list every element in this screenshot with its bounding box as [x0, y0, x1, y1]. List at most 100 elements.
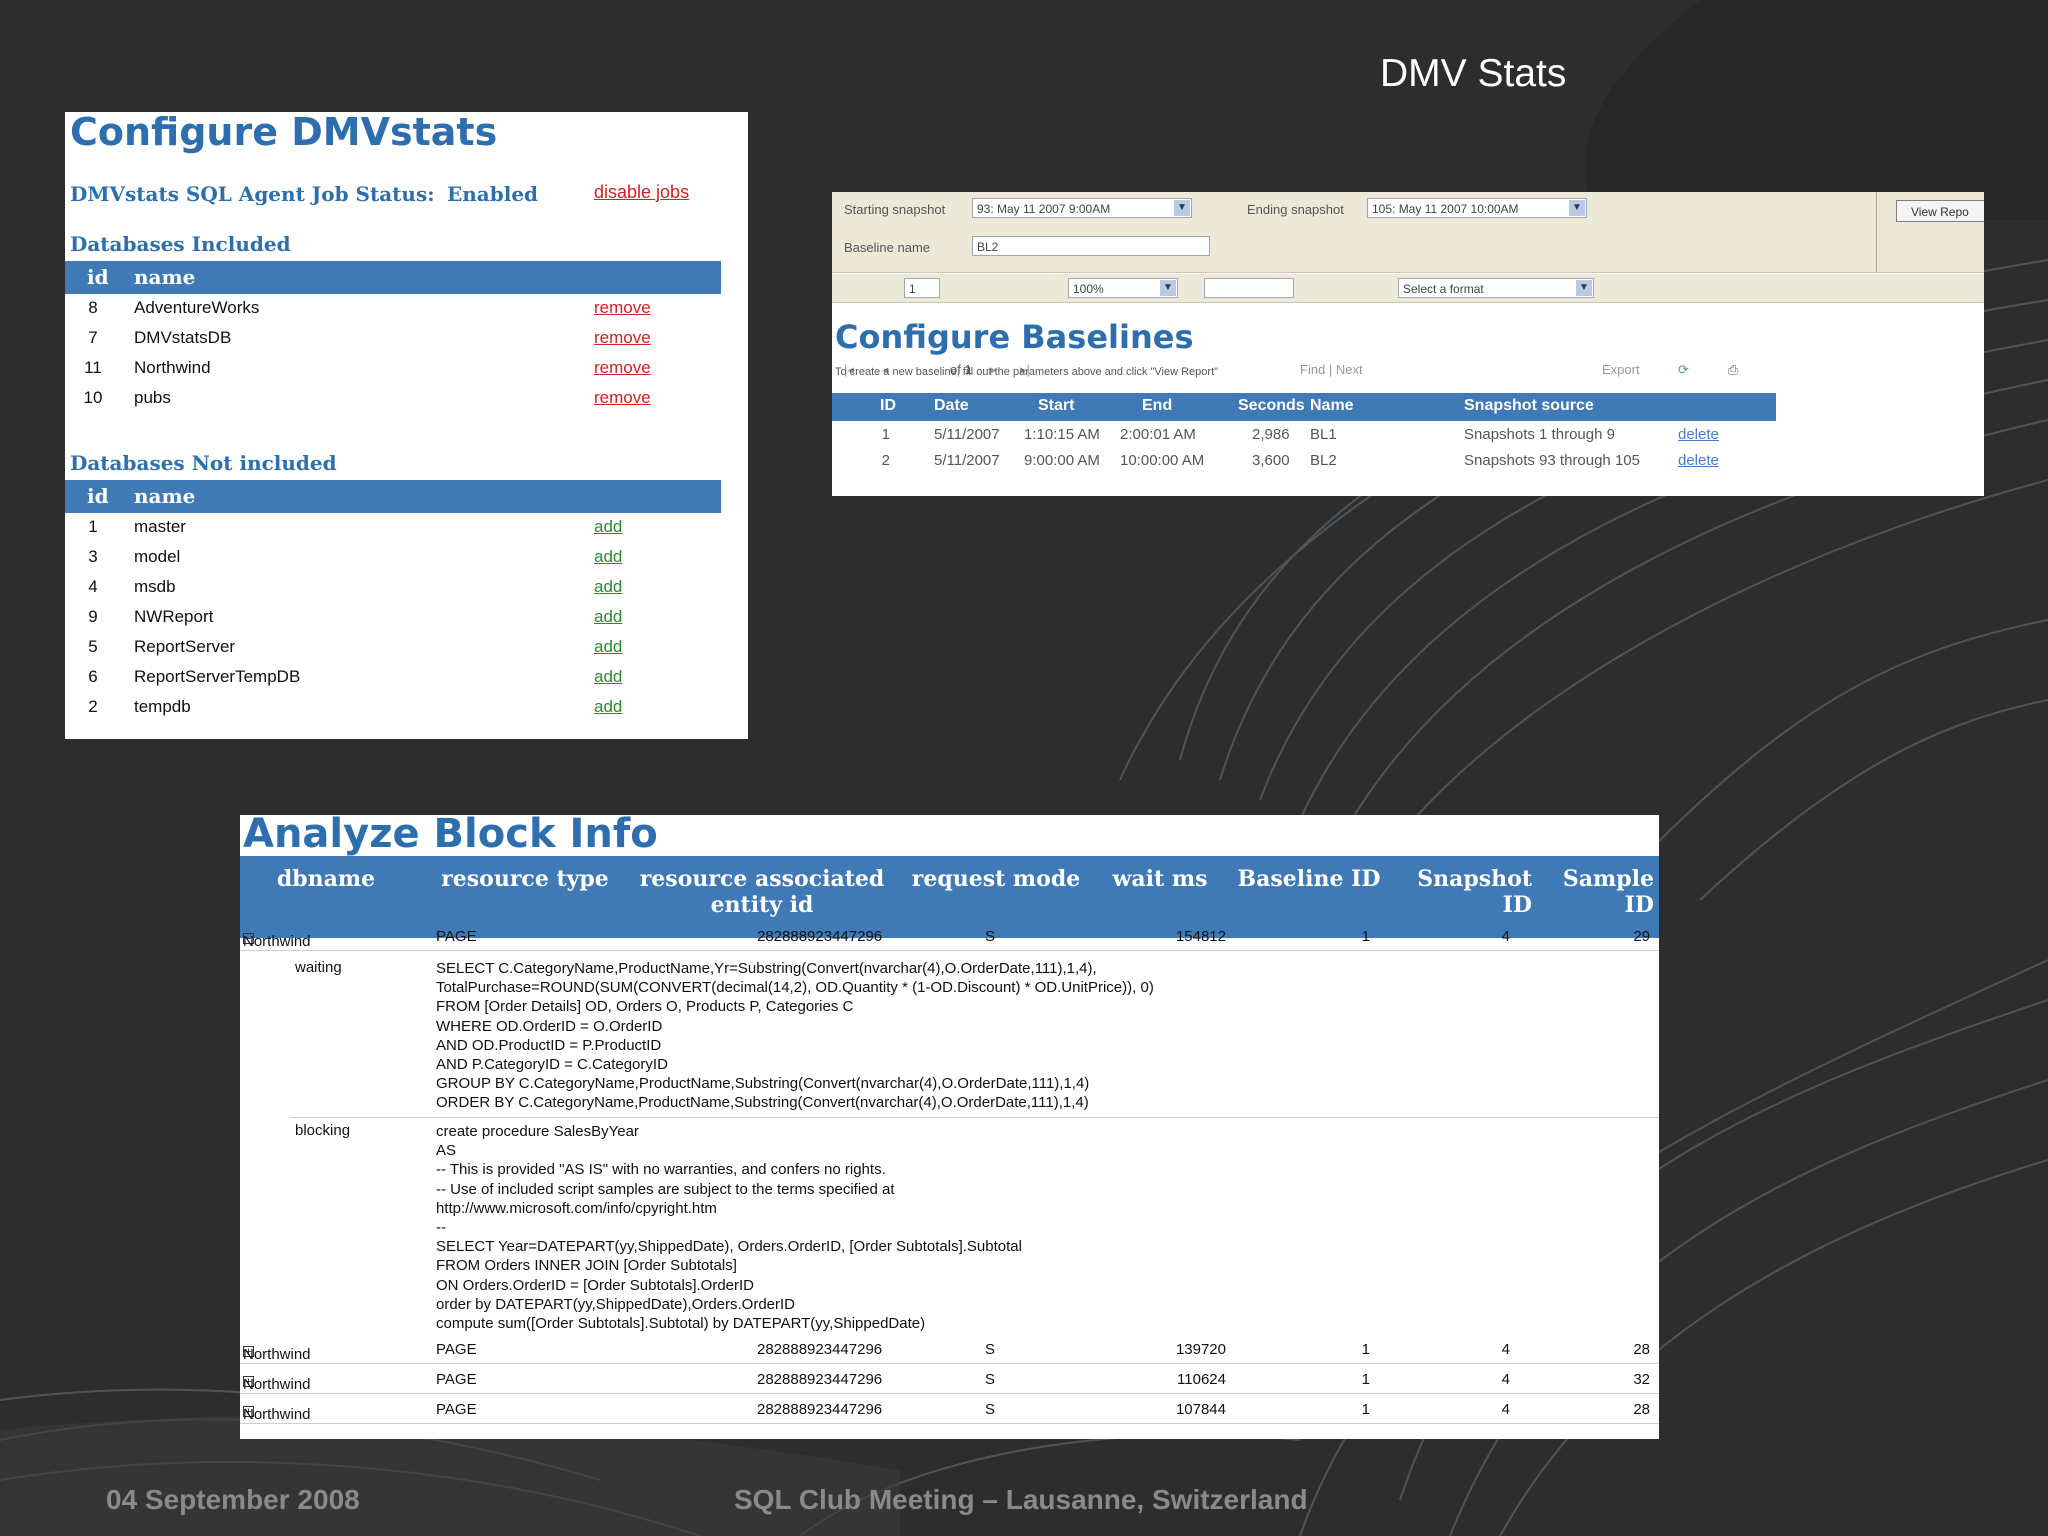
databases-not-included-title: Databases Not included: [70, 451, 337, 475]
configure-baselines-title: Configure Baselines: [835, 318, 1194, 356]
cell-start: 1:10:15 AM: [1024, 426, 1100, 443]
table-row: 1 5/11/2007 1:10:15 AM 2:00:01 AM 2,986 BL1 Sn…: [832, 424, 1776, 448]
add-link[interactable]: add: [594, 697, 623, 716]
report-toolbar: |◂ ◂ 1 of 1 ▸ ▸| 100% ▼ Find | Next Sele…: [832, 274, 1984, 377]
cell-name: msdb: [134, 577, 176, 596]
cell-sample-id: 28: [1633, 1401, 1650, 1418]
zoom-select[interactable]: 100% ▼: [1068, 278, 1178, 298]
delete-link[interactable]: delete: [1678, 452, 1719, 469]
first-page-icon[interactable]: |◂: [844, 362, 854, 377]
col-dbname: dbname: [276, 866, 376, 892]
remove-link[interactable]: remove: [594, 358, 651, 377]
cell-id: 10: [83, 388, 103, 407]
not-included-table-header: id name: [65, 480, 721, 513]
add-link[interactable]: add: [594, 667, 623, 686]
cell-request-mode: S: [985, 1371, 996, 1388]
add-link[interactable]: add: [594, 517, 623, 536]
configure-baselines-panel: Starting snapshot 93: May 11 2007 9:00AM…: [832, 192, 1984, 496]
waiting-label: waiting: [295, 959, 342, 976]
collapse-icon[interactable]: −: [243, 933, 254, 945]
cell-entity-id: 282888923447296: [757, 1371, 883, 1388]
table-row: 8 AdventureWorks remove: [65, 294, 721, 324]
analyze-block-info-panel: Analyze Block Info dbname resource type …: [240, 815, 1659, 1439]
view-report-button[interactable]: View Repo: [1896, 200, 1984, 222]
starting-snapshot-select[interactable]: 93: May 11 2007 9:00AM ▼: [972, 198, 1192, 218]
cell-dbname: Northwind: [243, 1406, 311, 1423]
find-input[interactable]: [1204, 278, 1294, 298]
table-row: 4 msdb add: [65, 573, 721, 603]
cell-name: Northwind: [134, 358, 211, 377]
print-icon[interactable]: ⎙: [1728, 362, 1739, 377]
cell-dbname: Northwind: [243, 933, 311, 950]
export-format-select[interactable]: Select a format ▼: [1398, 278, 1594, 298]
remove-link[interactable]: remove: [594, 388, 651, 407]
configure-dmvstats-panel: Configure DMVstats DMVstats SQL Agent Jo…: [65, 110, 748, 739]
delete-link[interactable]: delete: [1678, 426, 1719, 443]
find-next-link[interactable]: Find | Next: [1300, 362, 1363, 377]
cell-id: 8: [88, 298, 98, 317]
cell-sample-id: 29: [1633, 928, 1650, 945]
expand-icon[interactable]: +: [243, 1376, 254, 1388]
cell-id: 7: [88, 328, 98, 347]
disable-jobs-link[interactable]: disable jobs: [594, 182, 690, 202]
expand-icon[interactable]: +: [243, 1406, 254, 1418]
cell-resource-type: PAGE: [436, 1371, 477, 1388]
col-name: name: [134, 484, 196, 508]
cell-baseline-id: 1: [1361, 1341, 1370, 1358]
cell-sample-id: 32: [1633, 1371, 1650, 1388]
cell-wait-ms: 154812: [1175, 928, 1226, 945]
included-table-header: id name: [65, 261, 721, 294]
footer-date: 04 September 2008: [106, 1484, 360, 1515]
cell-start: 9:00:00 AM: [1024, 452, 1100, 469]
job-status-label: DMVstats SQL Agent Job Status:: [70, 182, 435, 206]
block-row[interactable]: + Northwind PAGE 282888923447296 S 139720 1 4 28: [240, 1336, 1659, 1364]
cell-name: master: [134, 517, 186, 536]
refresh-icon[interactable]: ⟳: [1678, 362, 1689, 377]
cell-dbname: Northwind: [243, 1346, 311, 1363]
cell-source: Snapshots 93 through 105: [1464, 452, 1640, 469]
cell-baseline-id: 1: [1361, 928, 1370, 945]
cell-name: tempdb: [134, 697, 191, 716]
cell-id: 11: [84, 358, 102, 377]
col-request-mode: request mode: [911, 866, 1081, 892]
block-row[interactable]: + Northwind PAGE 282888923447296 S 110624 1 4 32: [240, 1366, 1659, 1394]
last-page-icon[interactable]: ▸|: [1020, 362, 1030, 377]
table-row: 6 ReportServerTempDB add: [65, 663, 721, 693]
add-link[interactable]: add: [594, 577, 623, 596]
cell-name: ReportServer: [134, 637, 236, 656]
cell-snapshot-id: 4: [1501, 1341, 1510, 1358]
cell-snapshot-id: 4: [1501, 1371, 1510, 1388]
toolbar-divider: [1876, 192, 1877, 272]
col-wait-ms: wait ms: [1112, 866, 1208, 892]
block-row[interactable]: + Northwind PAGE 282888923447296 S 107844 1 4 28: [240, 1396, 1659, 1424]
cell-request-mode: S: [985, 1341, 996, 1358]
cell-wait-ms: 107844: [1175, 1401, 1226, 1418]
ending-snapshot-select[interactable]: 105: May 11 2007 10:00AM ▼: [1367, 198, 1587, 218]
cell-source: Snapshots 1 through 9: [1464, 426, 1615, 443]
baseline-name-input[interactable]: BL2: [972, 236, 1210, 256]
job-status-value: Enabled: [447, 182, 539, 206]
expand-icon[interactable]: +: [243, 1346, 254, 1358]
next-page-icon[interactable]: ▸: [990, 362, 997, 377]
remove-link[interactable]: remove: [594, 298, 651, 317]
remove-link[interactable]: remove: [594, 328, 651, 347]
block-row-expanded[interactable]: − Northwind PAGE 282888923447296 S 154812…: [240, 923, 1659, 951]
table-row: 2 tempdb add: [65, 693, 721, 723]
page-number-input[interactable]: 1: [904, 278, 940, 298]
previous-page-icon[interactable]: ◂: [882, 362, 889, 377]
chevron-down-icon: ▼: [1174, 200, 1190, 216]
cell-name: NWReport: [134, 607, 214, 626]
configure-dmvstats-title: Configure DMVstats: [70, 110, 498, 154]
chevron-down-icon: ▼: [1569, 200, 1585, 216]
export-link[interactable]: Export: [1602, 362, 1640, 377]
cell-id: 1: [881, 426, 890, 443]
cell-id: 2: [88, 697, 98, 716]
add-link[interactable]: add: [594, 637, 623, 656]
cell-id: 3: [88, 547, 98, 566]
cell-wait-ms: 139720: [1175, 1341, 1226, 1358]
add-link[interactable]: add: [594, 547, 623, 566]
add-link[interactable]: add: [594, 607, 623, 626]
col-snapshot-id: Snapshot ID: [1417, 866, 1532, 918]
col-resource-type: resource type: [441, 866, 609, 892]
col-seconds: Seconds: [1238, 397, 1305, 414]
